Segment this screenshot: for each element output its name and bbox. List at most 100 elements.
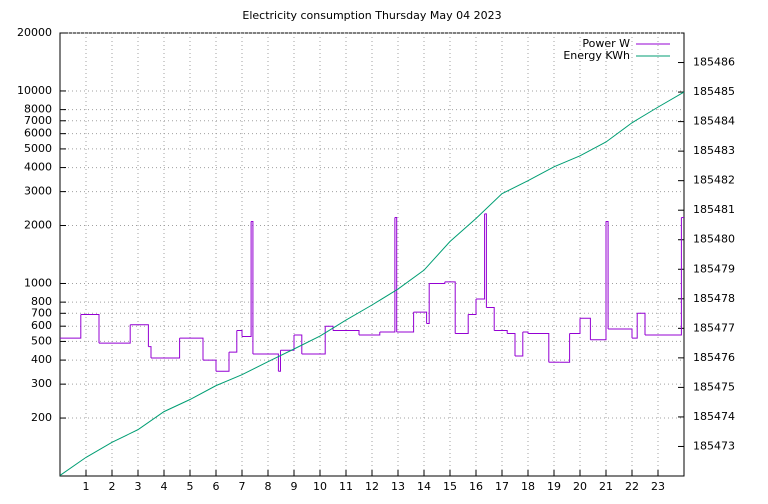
power-step bbox=[476, 213, 486, 300]
y-tick-label: 6000 bbox=[24, 127, 52, 140]
y2-tick-label: 185478 bbox=[693, 292, 735, 305]
power-step bbox=[522, 331, 529, 334]
power-step bbox=[559, 333, 571, 363]
power-step bbox=[507, 332, 516, 357]
power-step bbox=[528, 332, 550, 363]
x-tick-label: 12 bbox=[365, 480, 379, 493]
power-step bbox=[325, 325, 334, 331]
y2-tick-label: 185482 bbox=[693, 174, 735, 187]
legend-label: Power W bbox=[582, 37, 630, 50]
power-step bbox=[608, 328, 633, 339]
y-tick-label: 200 bbox=[31, 411, 52, 424]
x-tick-label: 7 bbox=[239, 480, 246, 493]
power-step bbox=[486, 307, 495, 331]
y-tick-label: 3000 bbox=[24, 185, 52, 198]
power-step bbox=[658, 217, 682, 336]
x-tick-label: 5 bbox=[187, 480, 194, 493]
x-tick-label: 21 bbox=[599, 480, 613, 493]
y-tick-label: 8000 bbox=[24, 103, 52, 116]
power-step bbox=[580, 317, 591, 340]
y-tick-label: 400 bbox=[31, 353, 52, 366]
power-step bbox=[569, 318, 581, 334]
power-step bbox=[251, 220, 254, 355]
y-tick-label: 7000 bbox=[24, 114, 52, 127]
y-tick-label: 500 bbox=[31, 334, 52, 347]
power-step bbox=[294, 334, 303, 355]
x-tick-label: 13 bbox=[391, 480, 405, 493]
chart-title: Electricity consumption Thursday May 04 … bbox=[242, 9, 501, 22]
x-tick-label: 11 bbox=[339, 480, 353, 493]
y2-tick-label: 185485 bbox=[693, 85, 735, 98]
x-tick-label: 15 bbox=[443, 480, 457, 493]
power-step bbox=[468, 299, 477, 316]
y-tick-label: 1000 bbox=[24, 276, 52, 289]
x-tick-label: 4 bbox=[161, 480, 168, 493]
power-step bbox=[494, 329, 508, 334]
power-step bbox=[515, 331, 524, 357]
x-tick-label: 1 bbox=[83, 480, 90, 493]
power-step bbox=[151, 338, 181, 359]
x-tick-label: 14 bbox=[417, 480, 431, 493]
power-step bbox=[637, 312, 646, 335]
x-tick-label: 8 bbox=[265, 480, 272, 493]
x-tick-label: 19 bbox=[547, 480, 561, 493]
y2-tick-label: 185484 bbox=[693, 115, 735, 128]
x-tick-label: 9 bbox=[291, 480, 298, 493]
power-step bbox=[426, 283, 430, 324]
y2-tick-label: 185483 bbox=[693, 144, 735, 157]
y-tick-label: 5000 bbox=[24, 142, 52, 155]
x-tick-label: 20 bbox=[573, 480, 587, 493]
power-step bbox=[590, 221, 607, 341]
power-step bbox=[394, 217, 398, 332]
power-step bbox=[413, 311, 428, 324]
power-step bbox=[236, 329, 243, 337]
power-step bbox=[278, 350, 281, 372]
power-step bbox=[606, 220, 609, 330]
power-step bbox=[60, 314, 82, 339]
x-tick-label: 16 bbox=[469, 480, 483, 493]
y-tick-label: 600 bbox=[31, 319, 52, 332]
x-tick-label: 10 bbox=[313, 480, 327, 493]
y2-tick-label: 185474 bbox=[693, 410, 735, 423]
power-step bbox=[444, 281, 456, 334]
y-tick-label: 10000 bbox=[17, 84, 52, 97]
y2-tick-label: 185486 bbox=[693, 56, 735, 69]
power-step bbox=[252, 353, 279, 372]
power-step bbox=[455, 314, 469, 334]
y-tick-label: 20000 bbox=[17, 26, 52, 39]
y-tick-label: 700 bbox=[31, 306, 52, 319]
x-tick-label: 2 bbox=[109, 480, 116, 493]
power-step bbox=[379, 217, 396, 333]
x-tick-label: 18 bbox=[521, 480, 535, 493]
power-step bbox=[130, 324, 149, 347]
legend-label: Energy KWh bbox=[563, 49, 630, 62]
power-step bbox=[632, 313, 638, 339]
y-tick-label: 4000 bbox=[24, 161, 52, 174]
power-step bbox=[99, 324, 131, 344]
x-tick-label: 22 bbox=[625, 480, 639, 493]
power-step bbox=[333, 329, 360, 335]
y2-tick-label: 185477 bbox=[693, 321, 735, 334]
power-step bbox=[359, 331, 381, 336]
power-step bbox=[301, 326, 326, 355]
power-step bbox=[229, 330, 238, 353]
power-step bbox=[148, 346, 152, 359]
energy-line bbox=[59, 91, 685, 476]
y-tick-label: 2000 bbox=[24, 219, 52, 232]
y-tick-label: 300 bbox=[31, 377, 52, 390]
y-tick-label: 800 bbox=[31, 295, 52, 308]
power-step bbox=[396, 312, 415, 333]
power-step bbox=[216, 352, 230, 372]
power-step bbox=[80, 314, 100, 344]
power-step bbox=[484, 213, 487, 308]
x-tick-label: 6 bbox=[213, 480, 220, 493]
x-tick-label: 3 bbox=[135, 480, 142, 493]
y2-tick-label: 185476 bbox=[693, 351, 735, 364]
y2-tick-label: 185480 bbox=[693, 233, 735, 246]
x-tick-label: 17 bbox=[495, 480, 509, 493]
power-step bbox=[280, 334, 295, 351]
y2-tick-label: 185475 bbox=[693, 380, 735, 393]
y2-tick-label: 185481 bbox=[693, 203, 735, 216]
y2-tick-label: 185479 bbox=[693, 262, 735, 275]
